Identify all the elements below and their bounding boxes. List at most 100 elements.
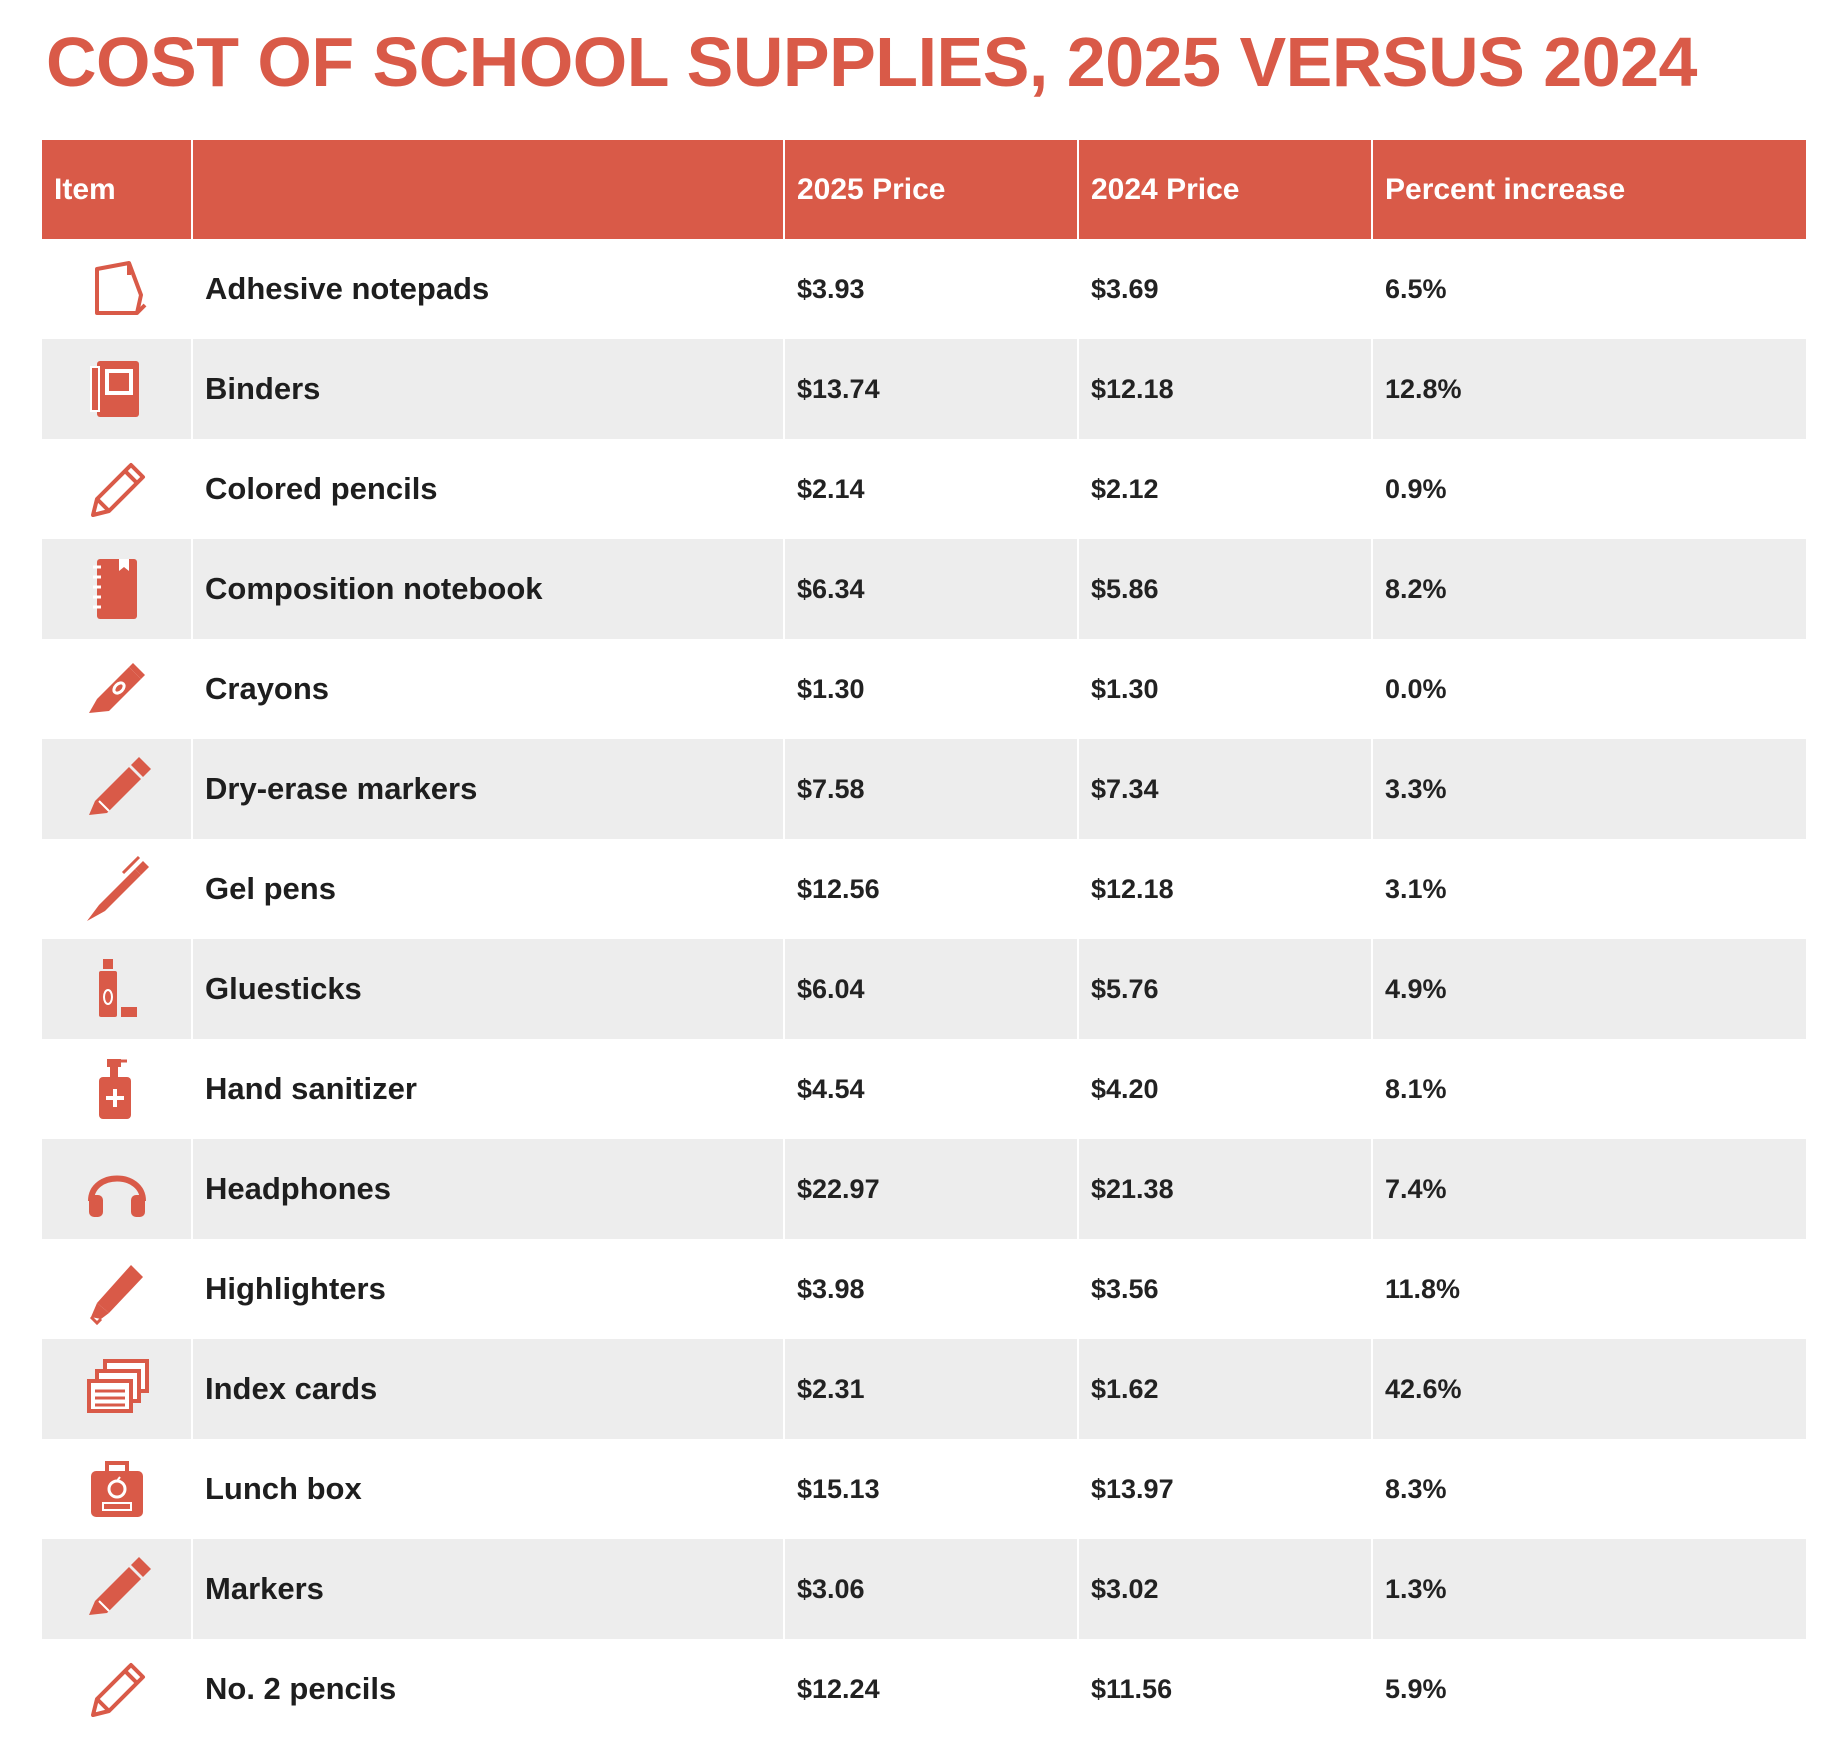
- table-row: Binders $13.74 $12.18 12.8%: [42, 339, 1806, 439]
- percent-increase: 12.8%: [1371, 339, 1806, 439]
- price-2025: $1.30: [783, 639, 1078, 739]
- table-row: Composition notebook $6.34 $5.86 8.2%: [42, 539, 1806, 639]
- highlighter-icon: [79, 1251, 155, 1327]
- percent-increase: 6.5%: [1371, 239, 1806, 339]
- price-2024: $1.30: [1077, 639, 1372, 739]
- row-icon-cell: [42, 839, 192, 939]
- row-icon-cell: [42, 1539, 192, 1639]
- table-row: Highlighters $3.98 $3.56 11.8%: [42, 1239, 1806, 1339]
- percent-increase: 8.1%: [1371, 1039, 1806, 1139]
- table-row: Index cards $2.31 $1.62 42.6%: [42, 1339, 1806, 1439]
- price-2025: $3.93: [783, 239, 1078, 339]
- percent-increase: 3.3%: [1371, 739, 1806, 839]
- gluestick-icon: [79, 951, 155, 1027]
- table-row: Gel pens $12.56 $12.18 3.1%: [42, 839, 1806, 939]
- price-2024: $4.20: [1077, 1039, 1372, 1139]
- item-name: Crayons: [191, 639, 784, 739]
- binder-icon: [79, 351, 155, 427]
- item-name: Colored pencils: [191, 439, 784, 539]
- table-body: Adhesive notepads $3.93 $3.69 6.5% Binders $1…: [42, 239, 1806, 1739]
- table-row: Adhesive notepads $3.93 $3.69 6.5%: [42, 239, 1806, 339]
- price-2025: $2.14: [783, 439, 1078, 539]
- price-2025: $2.31: [783, 1339, 1078, 1439]
- price-2024: $5.76: [1077, 939, 1372, 1039]
- row-icon-cell: [42, 1239, 192, 1339]
- percent-increase: 8.2%: [1371, 539, 1806, 639]
- item-name: Markers: [191, 1539, 784, 1639]
- item-name: Dry-erase markers: [191, 739, 784, 839]
- item-name: Gel pens: [191, 839, 784, 939]
- item-name: Highlighters: [191, 1239, 784, 1339]
- row-icon-cell: [42, 739, 192, 839]
- row-icon-cell: [42, 639, 192, 739]
- row-icon-cell: [42, 1639, 192, 1739]
- price-2025: $3.98: [783, 1239, 1078, 1339]
- price-2025: $4.54: [783, 1039, 1078, 1139]
- row-icon-cell: [42, 339, 192, 439]
- price-2024: $5.86: [1077, 539, 1372, 639]
- item-name: No. 2 pencils: [191, 1639, 784, 1739]
- percent-increase: 11.8%: [1371, 1239, 1806, 1339]
- table-row: Colored pencils $2.14 $2.12 0.9%: [42, 439, 1806, 539]
- item-name: Gluesticks: [191, 939, 784, 1039]
- row-icon-cell: [42, 439, 192, 539]
- price-2025: $7.58: [783, 739, 1078, 839]
- notebook-icon: [79, 551, 155, 627]
- table-row: Crayons $1.30 $1.30 0.0%: [42, 639, 1806, 739]
- price-2025: $12.24: [783, 1639, 1078, 1739]
- table-row: Headphones $22.97 $21.38 7.4%: [42, 1139, 1806, 1239]
- percent-increase: 0.9%: [1371, 439, 1806, 539]
- table-row: Markers $3.06 $3.02 1.3%: [42, 1539, 1806, 1639]
- percent-increase: 0.0%: [1371, 639, 1806, 739]
- price-2025: $13.74: [783, 339, 1078, 439]
- price-2025: $3.06: [783, 1539, 1078, 1639]
- table-header-row: Item 2025 Price 2024 Price Percent incre…: [42, 140, 1806, 239]
- column-header-2024-price: 2024 Price: [1077, 140, 1372, 239]
- row-icon-cell: [42, 1439, 192, 1539]
- price-2024: $3.02: [1077, 1539, 1372, 1639]
- price-2024: $11.56: [1077, 1639, 1372, 1739]
- table-row: Hand sanitizer $4.54 $4.20 8.1%: [42, 1039, 1806, 1139]
- percent-increase: 1.3%: [1371, 1539, 1806, 1639]
- notepad-icon: [79, 251, 155, 327]
- row-icon-cell: [42, 239, 192, 339]
- percent-increase: 4.9%: [1371, 939, 1806, 1039]
- sanitizer-icon: [79, 1051, 155, 1127]
- row-icon-cell: [42, 939, 192, 1039]
- pencil-outline-icon: [79, 1651, 155, 1727]
- row-icon-cell: [42, 1339, 192, 1439]
- price-2024: $1.62: [1077, 1339, 1372, 1439]
- table-row: No. 2 pencils $12.24 $11.56 5.9%: [42, 1639, 1806, 1739]
- column-header-name: [191, 140, 784, 239]
- percent-increase: 8.3%: [1371, 1439, 1806, 1539]
- chart-title: COST OF SCHOOL SUPPLIES, 2025 VERSUS 202…: [46, 23, 1698, 101]
- price-2025: $12.56: [783, 839, 1078, 939]
- price-2024: $12.18: [1077, 839, 1372, 939]
- table-row: Dry-erase markers $7.58 $7.34 3.3%: [42, 739, 1806, 839]
- crayon-icon: [79, 651, 155, 727]
- percent-increase: 5.9%: [1371, 1639, 1806, 1739]
- row-icon-cell: [42, 539, 192, 639]
- item-name: Composition notebook: [191, 539, 784, 639]
- percent-increase: 42.6%: [1371, 1339, 1806, 1439]
- price-2025: $15.13: [783, 1439, 1078, 1539]
- row-icon-cell: [42, 1039, 192, 1139]
- index-cards-icon: [79, 1351, 155, 1427]
- item-name: Adhesive notepads: [191, 239, 784, 339]
- column-header-item: Item: [42, 140, 192, 239]
- price-2024: $2.12: [1077, 439, 1372, 539]
- price-2025: $6.04: [783, 939, 1078, 1039]
- table-row: Gluesticks $6.04 $5.76 4.9%: [42, 939, 1806, 1039]
- price-2024: $13.97: [1077, 1439, 1372, 1539]
- price-2024: $7.34: [1077, 739, 1372, 839]
- column-header-percent-increase: Percent increase: [1371, 140, 1806, 239]
- price-2025: $22.97: [783, 1139, 1078, 1239]
- price-2024: $21.38: [1077, 1139, 1372, 1239]
- item-name: Lunch box: [191, 1439, 784, 1539]
- item-name: Binders: [191, 339, 784, 439]
- item-name: Index cards: [191, 1339, 784, 1439]
- marker-icon: [79, 751, 155, 827]
- price-2025: $6.34: [783, 539, 1078, 639]
- column-header-2025-price: 2025 Price: [783, 140, 1078, 239]
- pencil-outline-icon: [79, 451, 155, 527]
